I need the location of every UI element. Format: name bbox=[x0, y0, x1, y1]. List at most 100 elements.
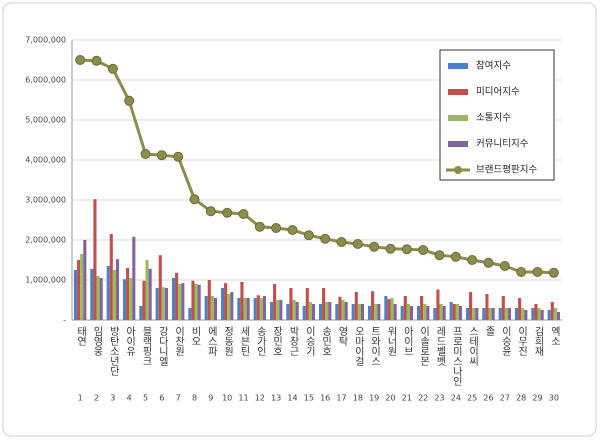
line-marker bbox=[450, 251, 461, 262]
bar bbox=[328, 302, 332, 320]
bar bbox=[115, 259, 120, 320]
rank-label: 10 bbox=[222, 394, 232, 403]
x-tick-label: 레드벨벳 bbox=[434, 326, 446, 367]
bar bbox=[80, 254, 84, 320]
bar bbox=[501, 296, 505, 320]
bar bbox=[325, 302, 329, 320]
bar bbox=[213, 298, 218, 320]
bar bbox=[83, 240, 87, 320]
bar bbox=[220, 288, 225, 320]
bar bbox=[188, 308, 192, 320]
bar bbox=[289, 288, 293, 320]
bar bbox=[207, 280, 211, 320]
bar bbox=[384, 296, 388, 320]
bar bbox=[142, 280, 146, 320]
bar bbox=[354, 292, 358, 320]
bar bbox=[175, 272, 179, 320]
legend-label: 브랜드평판지수 bbox=[476, 165, 537, 176]
rank-label: 16 bbox=[320, 394, 330, 403]
bar bbox=[112, 270, 116, 320]
bar bbox=[475, 308, 479, 320]
bar bbox=[139, 306, 143, 320]
legend-swatch bbox=[448, 115, 468, 121]
bar bbox=[341, 300, 345, 320]
x-tick-label: 세븐틴 bbox=[238, 326, 250, 356]
bar bbox=[73, 270, 78, 320]
rank-label: 18 bbox=[353, 394, 363, 403]
bar bbox=[77, 260, 81, 320]
line-marker bbox=[254, 221, 265, 232]
rank-label: 28 bbox=[516, 394, 526, 403]
rank-label: 1 bbox=[78, 394, 83, 403]
line-marker bbox=[91, 55, 102, 66]
rank-label: 14 bbox=[287, 394, 297, 403]
rank-label: 26 bbox=[483, 394, 493, 403]
bar bbox=[452, 304, 456, 320]
line-marker bbox=[369, 241, 380, 252]
y-tick-label: 5,000,000 bbox=[25, 116, 66, 125]
bar bbox=[360, 304, 365, 320]
line-marker bbox=[516, 267, 527, 277]
bar bbox=[308, 302, 312, 320]
x-tick-label: 영탁 bbox=[336, 326, 348, 346]
bar bbox=[351, 304, 355, 320]
bar bbox=[227, 294, 231, 320]
bar bbox=[259, 298, 263, 320]
bar bbox=[129, 278, 133, 320]
line-marker bbox=[222, 207, 233, 218]
bar bbox=[237, 298, 241, 320]
bar bbox=[540, 310, 544, 320]
x-tick-label: 아이유 bbox=[124, 326, 136, 357]
rank-label: 22 bbox=[418, 394, 428, 403]
legend-label: 소통지수 bbox=[476, 113, 511, 124]
line-marker bbox=[156, 150, 167, 161]
x-tick-label: 비오 bbox=[189, 326, 201, 346]
bar bbox=[181, 283, 185, 320]
bar bbox=[145, 260, 149, 320]
bar bbox=[491, 308, 495, 320]
x-tick-label: 송가인 bbox=[254, 326, 266, 356]
rank-label: 27 bbox=[500, 394, 510, 403]
legend-swatch bbox=[448, 141, 468, 147]
bar bbox=[230, 292, 234, 320]
bar bbox=[524, 310, 528, 320]
y-tick-label: - bbox=[63, 316, 66, 325]
bar bbox=[335, 304, 339, 320]
bar bbox=[311, 304, 316, 320]
x-tick-label: 이승기 bbox=[303, 326, 315, 357]
bar bbox=[262, 296, 267, 320]
x-tick-label: 정동원 bbox=[222, 326, 234, 356]
rank-label: 8 bbox=[192, 394, 197, 403]
x-tick-label: 이솔로몬 bbox=[418, 326, 430, 366]
bar bbox=[109, 234, 113, 320]
bar bbox=[387, 299, 391, 320]
bar bbox=[485, 294, 489, 320]
line-marker bbox=[238, 209, 249, 219]
x-tick-label: 워너원 bbox=[385, 325, 397, 356]
rank-label: 17 bbox=[336, 394, 346, 403]
x-tick-label: 방탄소년단 bbox=[107, 326, 119, 376]
bar bbox=[178, 284, 182, 320]
bar bbox=[537, 308, 541, 320]
x-tick-label: 에스파 bbox=[205, 326, 217, 357]
x-tick-label: 태연 bbox=[75, 326, 87, 346]
bar bbox=[439, 304, 443, 320]
y-tick-label: 7,000,000 bbox=[25, 36, 66, 45]
x-tick-label: 트와이스 bbox=[369, 326, 381, 366]
x-tick-label: 프로미스나인 bbox=[450, 326, 462, 386]
x-tick-label: 박창근 bbox=[287, 326, 299, 356]
line-marker bbox=[320, 233, 331, 244]
line-marker bbox=[352, 239, 363, 249]
bar bbox=[518, 298, 522, 320]
legend-label: 참여지수 bbox=[476, 60, 511, 72]
bar bbox=[197, 284, 201, 320]
legend-label: 커뮤니티지수 bbox=[476, 139, 529, 150]
x-tick-label: 오마이걸 bbox=[352, 326, 364, 366]
bar bbox=[191, 280, 195, 320]
line-marker bbox=[303, 230, 314, 241]
y-tick-label: 1,000,000 bbox=[25, 276, 66, 285]
line-marker bbox=[467, 255, 478, 265]
bar bbox=[406, 304, 410, 320]
bar bbox=[253, 298, 257, 320]
